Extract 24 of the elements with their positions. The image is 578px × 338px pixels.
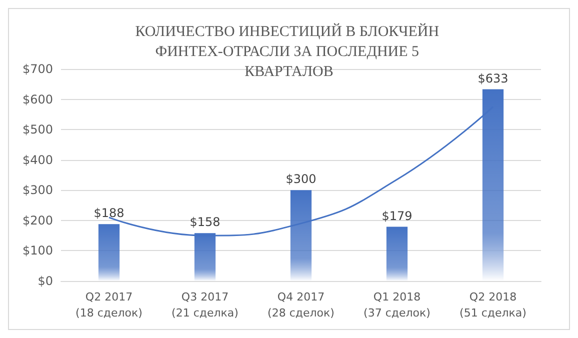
x-tick-label: Q4 2017 (28 сделок) bbox=[268, 290, 334, 320]
y-tick-label: $500 bbox=[22, 122, 53, 137]
chart-title: КОЛИЧЕСТВО ИНВЕСТИЦИЙ В БЛОКЧЕЙН ФИНТЕХ-ОТРАСЛИ ЗА ПОСЛЕДНИЕ 5 КВАРТАЛОВ bbox=[135, 23, 443, 80]
y-tick-label: $300 bbox=[22, 183, 53, 198]
data-label: $300 bbox=[286, 172, 316, 186]
bar bbox=[98, 224, 120, 281]
data-label: $633 bbox=[478, 71, 508, 86]
y-tick-label: $600 bbox=[22, 92, 53, 106]
x-tick-label: Q3 2017 (21 сделка) bbox=[172, 290, 238, 320]
x-tick-label: Q2 2018 (51 сделка) bbox=[460, 290, 526, 320]
bar bbox=[194, 233, 216, 281]
y-tick-label: $400 bbox=[22, 152, 53, 167]
bar bbox=[290, 190, 312, 281]
y-tick-label: $200 bbox=[22, 213, 53, 228]
y-tick-label: $700 bbox=[22, 62, 53, 76]
bar bbox=[482, 89, 504, 281]
data-label: $188 bbox=[94, 206, 124, 220]
data-label: $179 bbox=[382, 208, 412, 223]
y-tick-label: $0 bbox=[38, 274, 53, 288]
x-tick-label: Q1 2018 (37 сделок) bbox=[364, 290, 430, 320]
y-tick-label: $100 bbox=[22, 244, 53, 258]
data-label: $158 bbox=[190, 215, 220, 230]
bar bbox=[386, 226, 408, 281]
x-tick-label: Q2 2017 (18 сделок) bbox=[76, 290, 142, 320]
